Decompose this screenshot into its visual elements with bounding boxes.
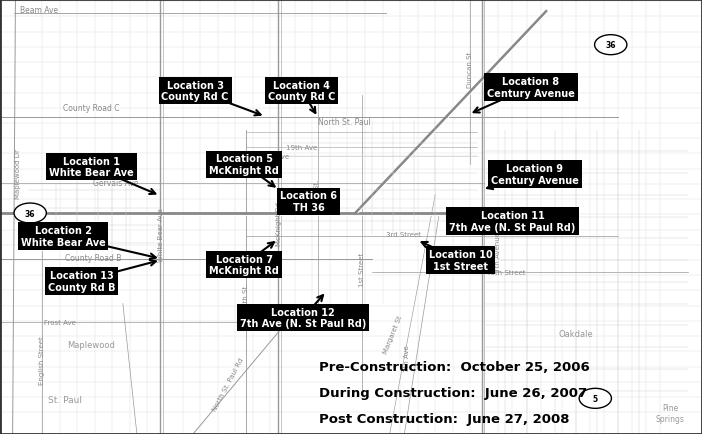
Text: 40th Street: 40th Street (486, 270, 525, 276)
Text: Beam Ave: Beam Ave (20, 7, 58, 15)
Text: Pre-Construction:  October 25, 2006: Pre-Construction: October 25, 2006 (319, 360, 590, 373)
Text: Location 1
White Bear Ave: Location 1 White Bear Ave (49, 156, 133, 178)
Text: Location 7
McKnight Rd: Location 7 McKnight Rd (209, 254, 279, 276)
Text: Location 10
1st Street: Location 10 1st Street (429, 250, 492, 271)
Circle shape (579, 388, 611, 408)
Text: 36: 36 (606, 41, 616, 50)
Text: North St. Paul Rd: North St. Paul Rd (211, 357, 245, 411)
Text: During Construction:  June 26, 2007: During Construction: June 26, 2007 (319, 386, 588, 399)
Text: County Road C: County Road C (63, 104, 119, 113)
Text: 7th Avenue: 7th Avenue (496, 232, 501, 272)
Text: 19th Ave: 19th Ave (286, 145, 317, 151)
Text: 6th St.: 6th St. (243, 283, 249, 307)
Text: Location 12
7th Ave (N. St Paul Rd): Location 12 7th Ave (N. St Paul Rd) (240, 307, 366, 329)
Text: Location 6
TH 36: Location 6 TH 36 (280, 191, 338, 213)
Text: County Road B: County Road B (65, 254, 121, 263)
Text: 3rd St.: 3rd St. (314, 179, 320, 203)
Text: Location 8
Century Avenue: Location 8 Century Avenue (486, 77, 575, 99)
Text: 5: 5 (592, 394, 598, 403)
Text: Pine
Springs: Pine Springs (656, 404, 685, 423)
Text: North St. Paul: North St. Paul (317, 118, 371, 127)
Text: Margaret St: Margaret St (383, 314, 404, 354)
Text: 3rd Street: 3rd Street (386, 231, 421, 237)
Circle shape (14, 204, 46, 224)
Text: Location 13
County Rd B: Location 13 County Rd B (48, 270, 115, 292)
Text: Duncan St: Duncan St (468, 51, 473, 88)
Text: Location 2
White Bear Ave: Location 2 White Bear Ave (21, 226, 105, 247)
Text: Gervais Ave: Gervais Ave (93, 179, 138, 187)
Text: Oakdale: Oakdale (558, 330, 593, 339)
Circle shape (595, 36, 627, 56)
Text: English Street: English Street (39, 336, 45, 385)
Text: Maplewood: Maplewood (67, 341, 115, 349)
Text: 1st Street: 1st Street (359, 252, 364, 286)
Text: 36: 36 (25, 209, 35, 218)
Text: 7th Ave: 7th Ave (404, 345, 410, 372)
Text: White Bear Ave: White Bear Ave (158, 207, 164, 261)
Text: Location 4
County Rd C: Location 4 County Rd C (268, 80, 336, 102)
Text: McKnight Rd: McKnight Rd (276, 202, 282, 245)
Text: Maplewood Dr: Maplewood Dr (15, 149, 20, 198)
Text: Frost Ave: Frost Ave (44, 319, 77, 325)
Text: St. Paul: St. Paul (48, 395, 82, 404)
Text: Location 5
McKnight Rd: Location 5 McKnight Rd (209, 154, 279, 176)
Text: Post Construction:  June 27, 2008: Post Construction: June 27, 2008 (319, 412, 570, 425)
Text: Location 3
County Rd C: Location 3 County Rd C (161, 80, 229, 102)
Text: 15th Ave: 15th Ave (258, 154, 289, 160)
Text: Location 9
Century Avenue: Location 9 Century Avenue (491, 164, 579, 185)
Text: Location 11
7th Ave (N. St Paul Rd): Location 11 7th Ave (N. St Paul Rd) (449, 210, 576, 232)
